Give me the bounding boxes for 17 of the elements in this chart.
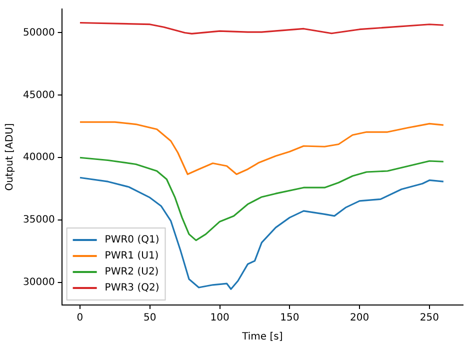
x-tick-label: 0 [76,312,84,324]
legend-label: PWR2 (U2) [104,266,159,278]
x-tick-label: 250 [420,312,439,324]
x-tick-label: 200 [350,312,370,324]
y-tick-label: 30000 [23,277,55,288]
y-tick-label: 50000 [23,27,55,38]
x-tick-label: 100 [210,312,230,324]
y-tick-label: 35000 [23,214,55,226]
x-tick-label: 150 [280,312,300,324]
legend-label: PWR1 (U1) [104,250,159,262]
x-tick-label: 50 [144,312,156,324]
y-tick-label: 40000 [23,152,55,164]
y-axis-title: Output [ADU] [4,123,16,191]
y-tick-label: 45000 [23,90,55,101]
x-axis-title: Time [s] [241,332,283,343]
legend-label: PWR3 (Q2) [104,282,160,294]
legend-label: PWR0 (Q1) [104,234,160,246]
